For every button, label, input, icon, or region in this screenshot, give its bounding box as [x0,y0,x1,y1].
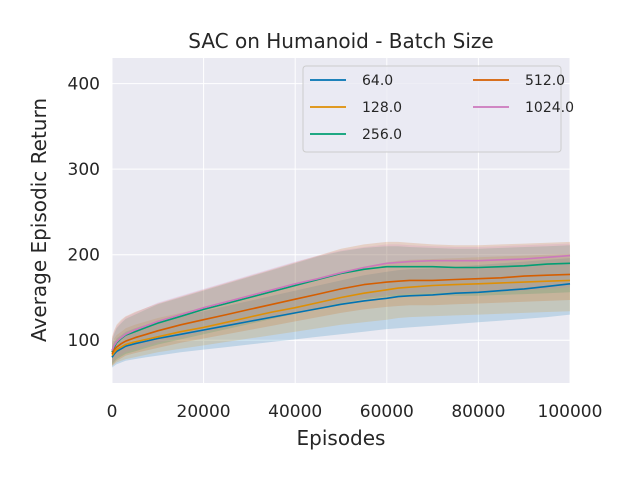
legend-label-1024-0: 1024.0 [525,100,574,116]
band-series-64-0 [112,258,570,368]
x-axis-ticks: 0 20000 40000 60000 80000 100000 [107,402,603,422]
line-series-64-0 [111,283,571,358]
band-series-256-0 [112,245,570,365]
x-tick-label: 20000 [177,402,231,422]
line-series-512-0 [111,273,571,355]
legend: 64.0 128.0 256.0 512.0 1024.0 [302,65,574,153]
legend-box [302,65,562,153]
y-tick-label: 400 [68,75,100,95]
y-axis-label: Average Episodic Return [27,98,51,342]
legend-label-128-0: 128.0 [362,100,402,116]
x-tick-label: 80000 [451,402,505,422]
x-tick-label: 40000 [268,402,322,422]
line-series-1024-0 [111,254,571,351]
line-series-256-0 [111,262,571,353]
x-tick-label: 100000 [538,402,603,422]
x-axis-label: Episodes [297,426,386,450]
chart-title: SAC on Humanoid - Batch Size [188,29,493,53]
legend-label-256-0: 256.0 [362,127,402,143]
series-lines [111,254,571,358]
y-tick-label: 100 [68,331,100,351]
x-tick-label: 60000 [360,402,414,422]
line-series-128-0 [111,279,571,357]
y-tick-label: 200 [68,246,100,266]
legend-label-64-0: 64.0 [362,73,393,89]
y-axis-ticks: 100 200 300 400 [68,75,100,352]
y-tick-label: 300 [68,160,100,180]
x-tick-label: 0 [107,402,118,422]
band-series-1024-0 [112,243,570,363]
band-series-128-0 [112,253,570,366]
legend-label-512-0: 512.0 [525,73,565,89]
